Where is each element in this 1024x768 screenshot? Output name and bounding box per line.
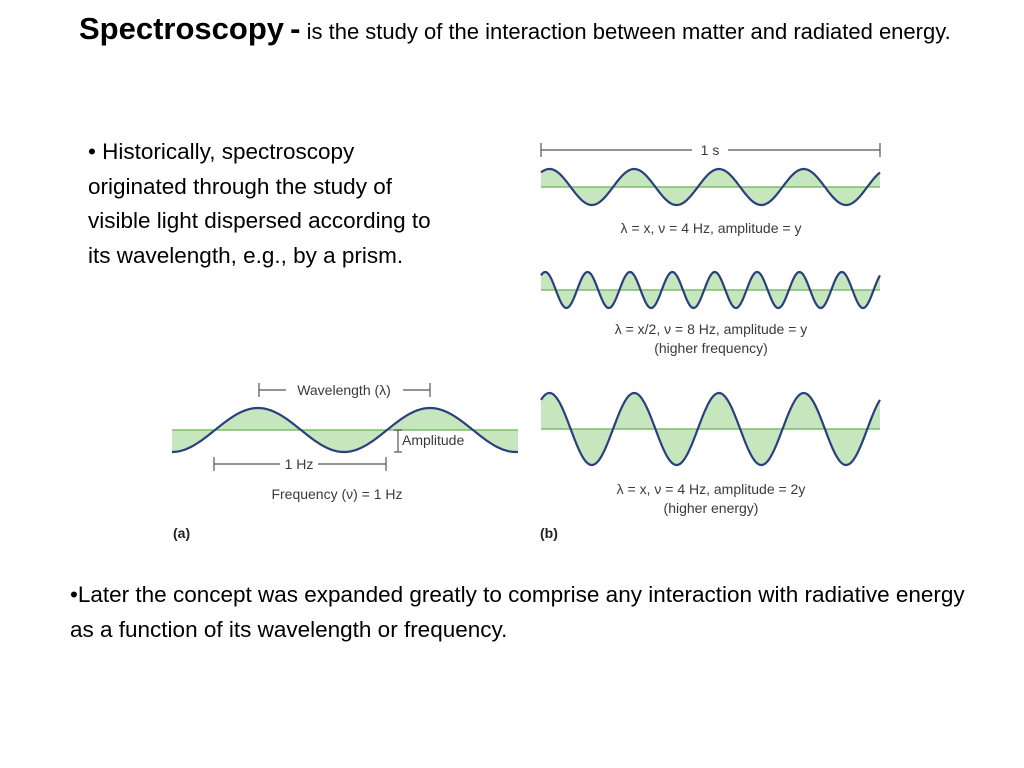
wave-2 (540, 270, 881, 310)
slide-title: Spectroscopy - is the study of the inter… (79, 10, 959, 51)
wave-2-label: λ = x/2, ν = 8 Hz, amplitude = y (615, 321, 808, 337)
panel-b-tag: (b) (540, 525, 558, 541)
period-marker (213, 457, 387, 471)
wave-3-note: (higher energy) (664, 500, 759, 516)
wavelength-label: Wavelength (λ) (297, 382, 391, 398)
wavelength-marker (258, 383, 431, 397)
title-definition: is the study of the interaction between … (306, 19, 951, 44)
amplitude-label: Amplitude (402, 432, 464, 448)
panel-a-wave (172, 406, 518, 454)
panel-a: Wavelength (λ) Amplitude 1 Hz Frequency … (172, 382, 518, 541)
wave-3 (540, 391, 881, 467)
title-term: Spectroscopy (79, 11, 285, 46)
wave-2-note: (higher frequency) (654, 340, 768, 356)
wave-1-label: λ = x, ν = 4 Hz, amplitude = y (621, 220, 802, 236)
bullet-expansion: •Later the concept was expanded greatly … (70, 582, 965, 642)
time-marker (540, 143, 881, 157)
panel-a-tag: (a) (173, 525, 190, 541)
wave-row-1: λ = x, ν = 4 Hz, amplitude = y (540, 167, 881, 236)
panel-b: 1 s λ = x, ν = 4 Hz, amplitude = y λ = x… (540, 142, 881, 541)
wave-1 (540, 167, 881, 207)
time-label: 1 s (701, 142, 720, 158)
title-dash: - (290, 11, 301, 46)
bullet-history: • Historically, spectroscopy originated … (88, 139, 431, 268)
amplitude-marker (394, 429, 402, 453)
period-label: 1 Hz (285, 456, 314, 472)
frequency-label: Frequency (ν) = 1 Hz (271, 486, 402, 502)
wave-row-3: λ = x, ν = 4 Hz, amplitude = 2y (higher … (540, 391, 881, 516)
wave-3-label: λ = x, ν = 4 Hz, amplitude = 2y (617, 481, 806, 497)
wave-row-2: λ = x/2, ν = 8 Hz, amplitude = y (higher… (540, 270, 881, 356)
